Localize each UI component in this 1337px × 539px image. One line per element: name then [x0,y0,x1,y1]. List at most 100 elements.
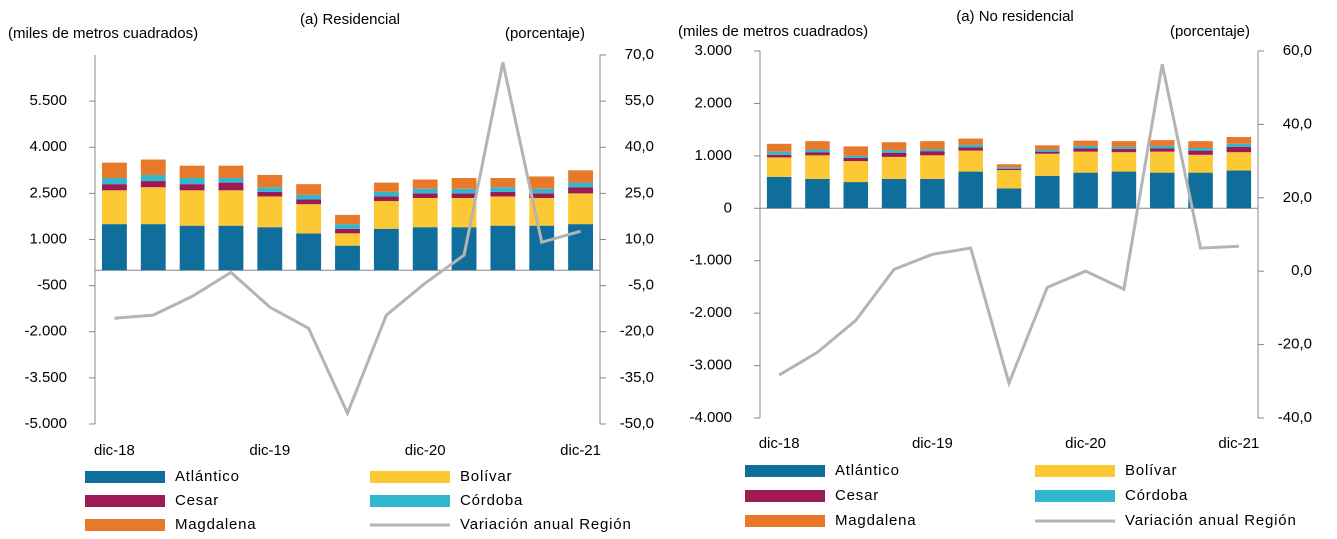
bar-segment [335,224,360,229]
y-tick-label: 2.000 [694,94,732,111]
y2-tick-label: -20,0 [1278,336,1312,353]
bar-segment [296,204,322,234]
bar-segment [1226,152,1252,171]
bar-segment [1149,140,1175,146]
bar-segment [1188,150,1213,155]
y2-axis-label: (porcentaje) [1170,23,1250,40]
x-tick-label: dic-19 [249,442,290,459]
legend-label: Magdalena [175,516,256,533]
chart-title: (a) Residencial [300,11,400,28]
bar-segment [920,151,945,156]
legend-label: Variación anual Región [1125,512,1297,529]
legend-label: Atlántico [175,468,240,485]
bar-segment [179,165,205,178]
bar-segment [218,178,244,183]
bar-segment [490,191,516,197]
bar-segment [451,178,477,189]
bar-segment [101,184,127,191]
bar-segment [1226,143,1252,147]
bar-segment [805,178,830,209]
y2-tick-label: -50,0 [620,415,654,432]
bar-segment [1035,149,1060,152]
bar-segment [996,168,1022,171]
legend-label: Cesar [175,492,219,509]
bar-segment [958,138,983,145]
bar-segment [766,154,792,158]
legend-swatch [745,465,825,477]
line [114,62,581,418]
y2-tick-label: 0,0 [1291,262,1312,279]
bar-segment [412,227,438,271]
legend-swatch [1035,490,1115,502]
bar-segment [881,142,907,151]
bar-segment [373,182,399,192]
legend-label: Variación anual Región [460,516,632,533]
x-tick-label: dic-18 [94,442,135,459]
bar-segment [1073,140,1098,146]
x-tick-label: dic-20 [405,442,446,459]
bar-segment [257,227,283,271]
bar-segment [490,196,516,226]
y-tick-label: 1.000 [29,230,67,247]
y-tick-label: -3.000 [689,357,732,374]
legend-label: Atlántico [835,462,900,479]
bar-segment [996,188,1022,209]
y-tick-label: -2.000 [24,323,67,340]
bar-segment [1149,148,1175,152]
x-tick-label: dic-21 [1218,435,1259,452]
legend-label: Magdalena [835,512,916,529]
bar-segment [1226,146,1252,153]
y2-tick-label: -5,0 [628,277,654,294]
bar-segment [179,178,205,185]
bar-segment [1226,170,1252,209]
bar-segment [451,193,477,198]
bar-segment [140,181,166,188]
legend-label: Córdoba [460,492,523,509]
bar-segment [766,143,792,152]
y2-tick-label: -35,0 [620,369,654,386]
bar-segment [920,178,945,209]
bar-segment [805,152,830,156]
bar-segment [1073,151,1098,173]
bar-segment [335,233,360,246]
y2-tick-label: -40,0 [1278,409,1312,426]
bar-segment [1149,145,1175,149]
y2-tick-label: 55,0 [625,92,654,109]
legend-swatch [1035,465,1115,477]
bar-segment [568,182,594,188]
y-tick-label: -1.000 [689,252,732,269]
x-tick-label: dic-21 [560,442,601,459]
bar-segment [568,224,594,271]
bar-segment [958,171,983,209]
y2-tick-label: 60,0 [1283,42,1312,59]
bar-segment [101,162,127,178]
bar-segment [766,151,792,155]
bar-segment [996,164,1022,168]
bar-segment [568,170,594,183]
bar-segment [1188,141,1213,148]
bar-segment [766,157,792,177]
bar-segment [218,190,244,226]
y-tick-label: 2.500 [29,184,67,201]
bar-segment [373,228,399,271]
legend-swatch [85,519,165,531]
y-tick-label: -500 [37,277,67,294]
bar-segment [296,199,322,205]
legend-swatch [745,515,825,527]
bar-segment [1111,149,1137,153]
bar-segment [218,165,244,178]
y-tick-label: 0 [724,199,732,216]
y2-tick-label: 70,0 [625,46,654,63]
legend-label: Bolívar [1125,462,1177,479]
y-axis-label: (miles de metros cuadrados) [678,23,868,40]
bar-segment [529,188,555,194]
legend-swatch [85,471,165,483]
bar-segment [490,187,516,192]
legend-swatch [745,490,825,502]
bar-segment [996,167,1022,169]
y-tick-label: 4.000 [29,138,67,155]
bar-segment [1111,146,1137,150]
y-tick-label: 1.000 [694,147,732,164]
y2-tick-label: 20,0 [1283,189,1312,206]
